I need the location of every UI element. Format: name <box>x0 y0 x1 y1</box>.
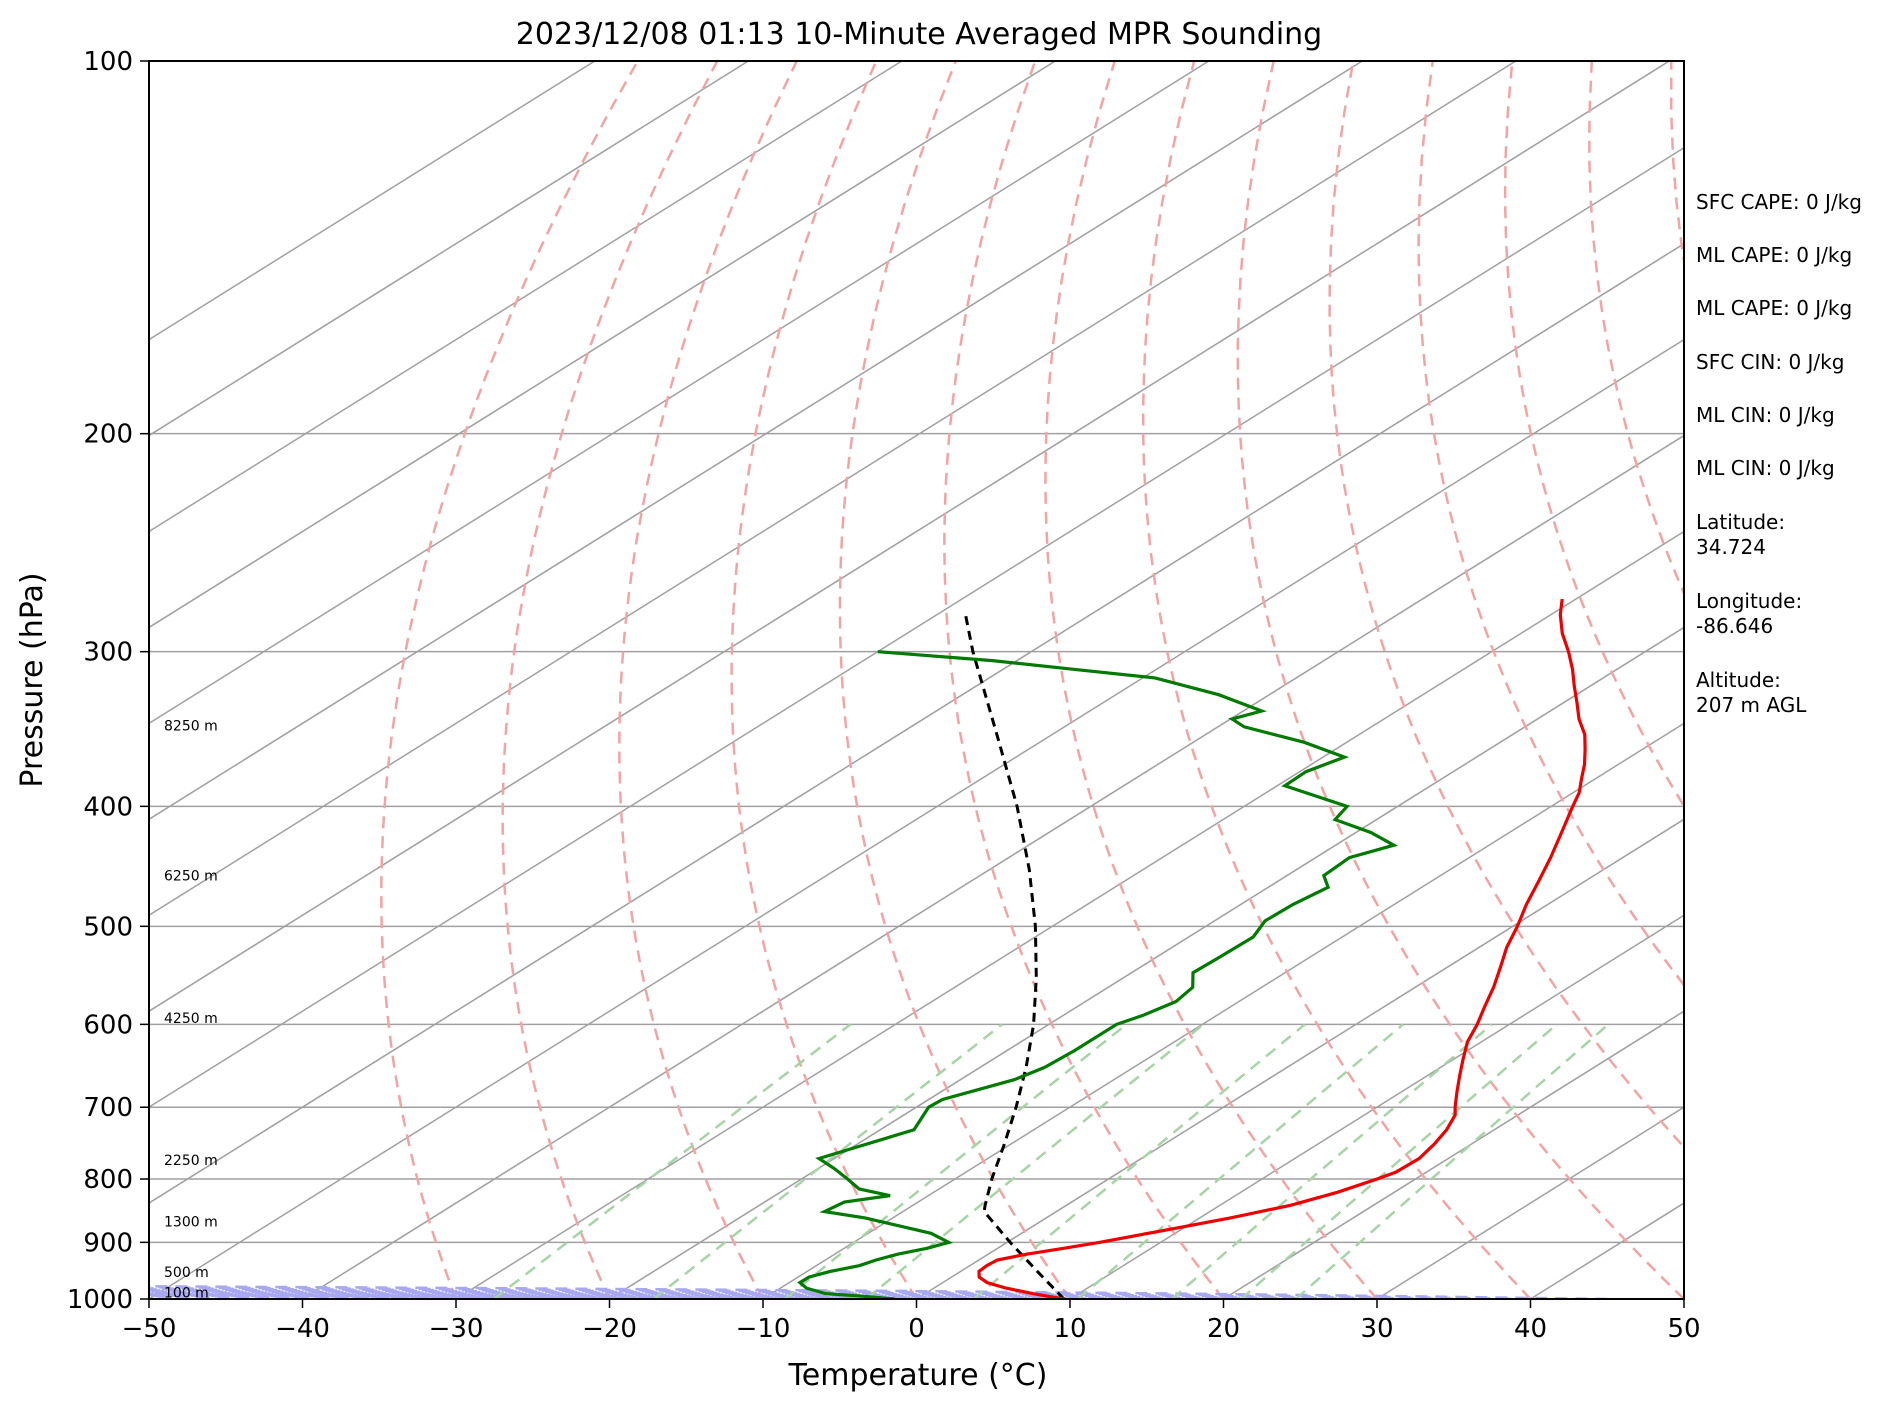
mixing-ratio-line <box>972 1023 1306 1299</box>
moist-adiabat-line <box>149 1287 1454 1299</box>
isotherm-line <box>149 61 596 341</box>
isotherm-line <box>149 338 1684 1299</box>
dry-adiabat-line <box>1236 61 1684 1299</box>
x-tick-label: 40 <box>1514 1314 1547 1344</box>
sfc-cin-text: SFC CIN: 0 J/kg <box>1696 350 1845 374</box>
y-tick-label: 100 <box>83 47 133 77</box>
height-labels: 100 m 500 m 1300 m 2250 m 4250 m 6250 m 8250 m <box>164 718 218 1301</box>
height-label: 6250 m <box>164 869 218 885</box>
x-tick-label: 30 <box>1360 1314 1393 1344</box>
isotherm-line <box>149 61 1056 629</box>
y-axis-ticks: 100 200 300 400 500 600 700 800 900 1000 <box>67 47 149 1315</box>
isotherm-line <box>149 61 1517 917</box>
dry-adiabat-line <box>1588 61 1684 597</box>
isotherm-line <box>455 530 1684 1299</box>
x-axis-label: Temperature (°C) <box>788 1358 1048 1393</box>
parcel-line <box>963 610 1065 1299</box>
dry-adiabat-line <box>1044 61 1378 1299</box>
dry-adiabat-line <box>618 61 798 1299</box>
isotherm-line <box>916 818 1684 1299</box>
temperature-line <box>977 598 1587 1299</box>
ml-cin-text: ML CIN: 0 J/kg <box>1696 403 1835 427</box>
isotherm-line <box>762 722 1684 1299</box>
altitude-text: Altitude: 207 m AGL <box>1696 668 1807 717</box>
mixing-ratio-line <box>652 1023 1003 1299</box>
x-tick-label: −30 <box>429 1314 484 1344</box>
x-tick-label: 50 <box>1667 1314 1700 1344</box>
isotherm-line <box>1223 1010 1684 1299</box>
dewpoint-line <box>797 650 1399 1299</box>
isotherm-line <box>302 434 1684 1299</box>
mixing-ratio-line <box>1077 1023 1404 1299</box>
background-lines <box>149 61 1684 1299</box>
x-tick-label: 20 <box>1207 1314 1240 1344</box>
y-tick-label: 200 <box>83 420 133 450</box>
y-tick-label: 500 <box>83 912 133 942</box>
y-tick-label: 400 <box>83 792 133 822</box>
isotherm-line <box>149 61 1210 725</box>
ml-cin-text-2: ML CIN: 0 J/kg <box>1696 456 1835 480</box>
ml-cape-text: ML CAPE: 0 J/kg <box>1696 243 1853 267</box>
x-tick-label: −50 <box>122 1314 177 1344</box>
height-label: 8250 m <box>164 718 218 734</box>
mixing-ratio-line <box>1171 1023 1493 1299</box>
y-tick-label: 1000 <box>67 1285 133 1315</box>
chart-title: 2023/12/08 01:13 10-Minute Averaged MPR … <box>516 17 1322 52</box>
dry-adiabat-line <box>1328 61 1684 1149</box>
y-tick-label: 900 <box>83 1228 133 1258</box>
isotherm-line <box>609 626 1684 1299</box>
x-tick-label: 0 <box>908 1314 925 1344</box>
height-label: 100 m <box>164 1286 209 1302</box>
y-tick-label: 300 <box>83 638 133 668</box>
dry-adiabat-line <box>730 61 918 1299</box>
dry-adiabat-line <box>1141 61 1532 1299</box>
ml-cape-text-2: ML CAPE: 0 J/kg <box>1696 296 1853 320</box>
mixing-ratio-line <box>865 1023 1205 1299</box>
mixing-ratio-line <box>784 1023 1128 1299</box>
isotherm-line <box>149 61 903 533</box>
dry-adiabat-line <box>943 61 1225 1299</box>
moist-adiabat-line <box>149 1288 1378 1299</box>
dry-adiabat-line <box>501 61 719 1299</box>
sfc-cape-text: SFC CAPE: 0 J/kg <box>1696 190 1862 214</box>
profile-lines <box>797 598 1587 1299</box>
latitude-text: Latitude: 34.724 <box>1696 510 1786 559</box>
isotherm-line <box>149 61 1670 1013</box>
dry-adiabat-line <box>380 61 639 1299</box>
dry-adiabat-line <box>838 61 1072 1299</box>
dry-adiabat-line <box>1417 61 1684 988</box>
x-tick-label: −10 <box>736 1314 791 1344</box>
height-label: 500 m <box>164 1265 209 1281</box>
y-tick-label: 800 <box>83 1165 133 1195</box>
x-tick-label: −40 <box>275 1314 330 1344</box>
isotherm-line <box>149 146 1684 1109</box>
height-label: 1300 m <box>164 1215 218 1231</box>
y-tick-label: 600 <box>83 1010 133 1040</box>
x-tick-label: 10 <box>1053 1314 1086 1344</box>
height-label: 2250 m <box>164 1153 218 1169</box>
height-label: 4250 m <box>164 1011 218 1027</box>
mixing-ratio-line <box>1295 1023 1610 1299</box>
isotherm-line <box>149 242 1684 1204</box>
mixing-ratio-line <box>493 1023 852 1299</box>
y-tick-label: 700 <box>83 1093 133 1123</box>
isotherm-line <box>1069 914 1684 1299</box>
isotherm-line <box>149 61 749 437</box>
isotherm-line <box>149 61 1363 821</box>
x-tick-label: −20 <box>582 1314 637 1344</box>
longitude-text: Longitude: -86.646 <box>1696 589 1803 638</box>
y-axis-label: Pressure (hPa) <box>15 572 50 787</box>
x-axis-ticks: −50 −40 −30 −20 −10 0 10 20 30 40 50 <box>122 1299 1701 1344</box>
